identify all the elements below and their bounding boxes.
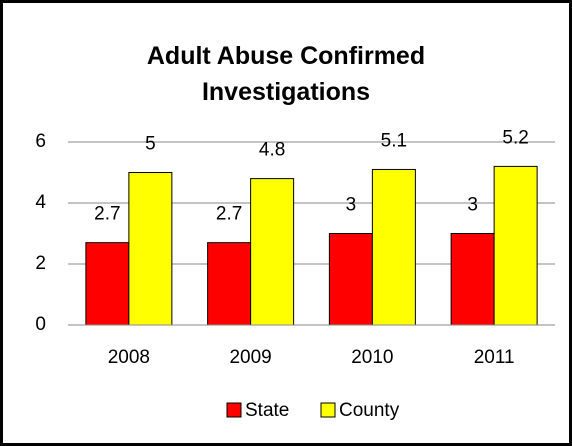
legend-swatch: [226, 402, 242, 418]
data-label: 4.8: [259, 140, 285, 161]
bar: [207, 242, 252, 326]
bar: [85, 242, 130, 326]
bar: [493, 165, 538, 326]
y-tick-label: 0: [35, 314, 46, 335]
data-label: 3: [346, 195, 357, 216]
x-tick-label: 2010: [351, 347, 393, 368]
data-label: 2.7: [94, 204, 120, 225]
x-tick-label: 2008: [108, 347, 150, 368]
chart-title: Adult Abuse Confirmed Investigations: [146, 42, 426, 106]
y-tick-label: 4: [35, 192, 46, 213]
bar: [450, 233, 495, 326]
legend-label: State: [245, 400, 289, 421]
data-label: 5.2: [502, 127, 528, 148]
legend-label: County: [339, 400, 400, 421]
bar: [328, 233, 373, 326]
bar: [371, 168, 416, 326]
data-label: 2.7: [216, 204, 242, 225]
bar: [128, 172, 173, 326]
data-label: 3: [467, 195, 478, 216]
x-tick-label: 2011: [474, 347, 515, 368]
y-tick-label: 6: [35, 131, 46, 152]
data-label: 5: [145, 134, 156, 155]
legend-swatch: [320, 402, 336, 418]
y-tick-label: 2: [35, 253, 46, 274]
data-label: 5.1: [381, 130, 407, 151]
x-tick-label: 2009: [229, 347, 271, 368]
bar: [250, 178, 295, 326]
